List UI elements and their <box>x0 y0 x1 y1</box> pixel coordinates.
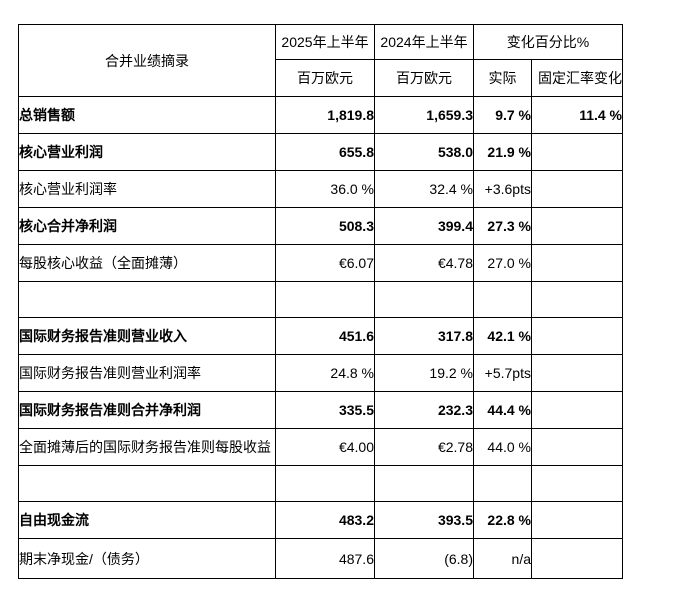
cell-value-2024: 1,659.3 <box>374 96 474 134</box>
table-row: 国际财务报告准则营业收入 451.6 317.8 42.1 % <box>18 317 624 355</box>
header-row-units: 百万欧元 百万欧元 实际 固定汇率变化 <box>19 59 624 97</box>
cell-value-2025: 483.2 <box>275 501 375 539</box>
cell-metric-label <box>18 281 276 318</box>
column-header-2024: 2024年上半年 <box>374 24 474 60</box>
sub-header-actual: 实际 <box>473 59 532 97</box>
financial-summary-table-container: 合并业绩摘录 2025年上半年 2024年上半年 变化百分比% 百万欧元 百万欧… <box>18 24 624 579</box>
cell-metric-label: 国际财务报告准则合并净利润 <box>18 391 276 429</box>
cell-value-2025: 24.8 % <box>275 354 375 392</box>
unit-header-2024: 百万欧元 <box>374 59 474 97</box>
cell-metric-label: 核心营业利润 <box>18 133 276 171</box>
column-header-change-percent: 变化百分比% <box>472 24 624 60</box>
table-row: 全面摊薄后的国际财务报告准则每股收益 €4.00 €2.78 44.0 % <box>18 428 624 466</box>
cell-value-2024: 32.4 % <box>374 170 474 208</box>
cell-change-actual: 21.9 % <box>473 133 532 171</box>
cell-value-2024: 317.8 <box>374 317 474 355</box>
table-header: 合并业绩摘录 2025年上半年 2024年上半年 变化百分比% 百万欧元 百万欧… <box>18 24 624 97</box>
cell-value-2024: €2.78 <box>374 428 474 466</box>
cell-value-2024 <box>374 465 474 502</box>
cell-change-constant-currency: 11.4 % <box>530 96 624 134</box>
cell-value-2025: 335.5 <box>275 391 375 429</box>
cell-metric-label: 核心营业利润率 <box>18 170 276 208</box>
cell-change-constant-currency <box>530 428 624 466</box>
cell-value-2025: 508.3 <box>275 207 375 245</box>
spacer-row <box>18 465 624 502</box>
cell-change-constant-currency <box>530 317 624 355</box>
table-row: 核心营业利润率 36.0 % 32.4 % +3.6pts <box>18 170 624 208</box>
financial-summary-table: 合并业绩摘录 2025年上半年 2024年上半年 变化百分比% 百万欧元 百万欧… <box>18 24 624 579</box>
cell-change-actual: n/a <box>473 538 532 579</box>
cell-change-constant-currency <box>530 133 624 171</box>
cell-change-actual: 9.7 % <box>473 96 532 134</box>
cell-value-2025: €6.07 <box>275 244 375 282</box>
cell-change-actual <box>473 281 532 318</box>
cell-metric-label: 总销售额 <box>18 96 276 134</box>
cell-change-actual: 44.0 % <box>473 428 532 466</box>
cell-change-actual: +5.7pts <box>473 354 532 392</box>
cell-metric-label: 期末净现金/（债务） <box>18 538 276 579</box>
column-header-2025: 2025年上半年 <box>275 24 375 60</box>
table-body: 总销售额 1,819.8 1,659.3 9.7 % 11.4 % 核心营业利润 655.8… <box>18 96 624 579</box>
cell-value-2025: 451.6 <box>275 317 375 355</box>
cell-metric-label: 每股核心收益（全面摊薄） <box>18 244 276 282</box>
cell-change-constant-currency <box>530 501 624 539</box>
unit-header-2025: 百万欧元 <box>275 59 375 97</box>
cell-value-2025: 1,819.8 <box>275 96 375 134</box>
cell-change-actual: 44.4 % <box>473 391 532 429</box>
table-row: 自由现金流 483.2 393.5 22.8 % <box>18 501 624 539</box>
sub-header-constant-currency: 固定汇率变化 <box>530 59 624 97</box>
cell-value-2024: 393.5 <box>374 501 474 539</box>
spacer-row <box>18 281 624 318</box>
cell-change-constant-currency <box>530 281 624 318</box>
cell-change-constant-currency <box>530 354 624 392</box>
cell-value-2025: €4.00 <box>275 428 375 466</box>
table-row: 每股核心收益（全面摊薄） €6.07 €4.78 27.0 % <box>18 244 624 282</box>
cell-value-2025: 36.0 % <box>275 170 375 208</box>
cell-value-2025: 655.8 <box>275 133 375 171</box>
table-row: 核心营业利润 655.8 538.0 21.9 % <box>18 133 624 171</box>
cell-change-actual: 27.0 % <box>473 244 532 282</box>
table-title: 合并业绩摘录 <box>18 24 276 97</box>
cell-value-2025 <box>275 281 375 318</box>
cell-change-constant-currency <box>530 538 624 579</box>
cell-value-2024: €4.78 <box>374 244 474 282</box>
table-row: 国际财务报告准则合并净利润 335.5 232.3 44.4 % <box>18 391 624 429</box>
cell-metric-label: 全面摊薄后的国际财务报告准则每股收益 <box>18 428 276 466</box>
cell-value-2025 <box>275 465 375 502</box>
cell-change-constant-currency <box>530 170 624 208</box>
cell-change-constant-currency <box>530 207 624 245</box>
cell-value-2024: 19.2 % <box>374 354 474 392</box>
cell-value-2024 <box>374 281 474 318</box>
table-row: 国际财务报告准则营业利润率 24.8 % 19.2 % +5.7pts <box>18 354 624 392</box>
table-row: 核心合并净利润 508.3 399.4 27.3 % <box>18 207 624 245</box>
cell-value-2025: 487.6 <box>275 538 375 579</box>
cell-value-2024: 538.0 <box>374 133 474 171</box>
cell-metric-label <box>18 465 276 502</box>
cell-change-actual: 22.8 % <box>473 501 532 539</box>
cell-metric-label: 国际财务报告准则营业收入 <box>18 317 276 355</box>
cell-value-2024: 399.4 <box>374 207 474 245</box>
cell-change-actual: 42.1 % <box>473 317 532 355</box>
cell-metric-label: 国际财务报告准则营业利润率 <box>18 354 276 392</box>
cell-change-actual: 27.3 % <box>473 207 532 245</box>
cell-value-2024: 232.3 <box>374 391 474 429</box>
table-row: 期末净现金/（债务） 487.6 (6.8) n/a <box>18 538 624 579</box>
cell-metric-label: 核心合并净利润 <box>18 207 276 245</box>
cell-change-constant-currency <box>530 465 624 502</box>
table-row: 总销售额 1,819.8 1,659.3 9.7 % 11.4 % <box>18 96 624 134</box>
cell-change-actual <box>473 465 532 502</box>
header-row-periods: 合并业绩摘录 2025年上半年 2024年上半年 变化百分比% <box>18 24 624 97</box>
cell-change-actual: +3.6pts <box>473 170 532 208</box>
cell-metric-label: 自由现金流 <box>18 501 276 539</box>
cell-value-2024: (6.8) <box>374 538 474 579</box>
cell-change-constant-currency <box>530 244 624 282</box>
cell-change-constant-currency <box>530 391 624 429</box>
